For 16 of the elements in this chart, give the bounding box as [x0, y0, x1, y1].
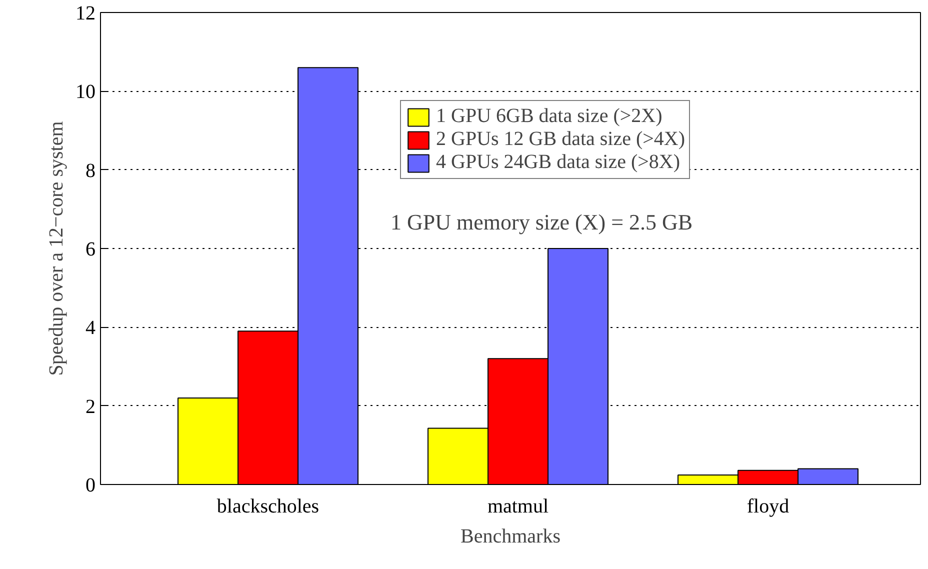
y-tick-label: 8: [86, 160, 96, 182]
legend-label: 1 GPU 6GB data size (>2X): [436, 105, 662, 128]
x-tick-label: matmul: [487, 496, 549, 518]
x-axis-title: Benchmarks: [460, 526, 561, 548]
legend-label: 2 GPUs 12 GB data size (>4X): [436, 128, 686, 151]
y-tick-label: 10: [76, 81, 96, 104]
annotation: 1 GPU memory size (X) = 2.5 GB: [390, 210, 693, 234]
legend-label: 4 GPUs 24GB data size (>8X): [436, 151, 680, 174]
x-tick-label: blackscholes: [216, 496, 320, 518]
y-tick-label: 6: [86, 238, 96, 260]
y-tick-label: 12: [76, 2, 96, 24]
y-tick-label: 4: [86, 317, 96, 340]
y-tick-label: 2: [86, 396, 96, 418]
y-axis-title: Speedup over a 12−core system: [46, 120, 68, 376]
x-tick-label: floyd: [746, 496, 790, 518]
y-tick-label: 0: [86, 474, 96, 496]
